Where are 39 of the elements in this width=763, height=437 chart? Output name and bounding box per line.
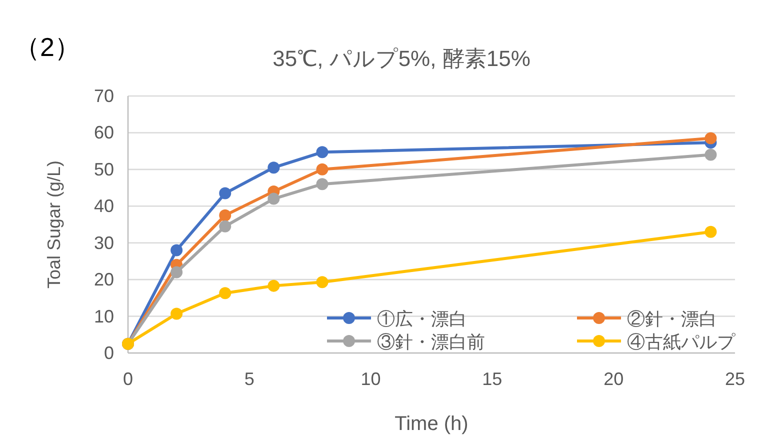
- legend-label: ③針・漂白前: [377, 332, 485, 352]
- point: [268, 280, 280, 292]
- y-tick-label: 20: [94, 270, 114, 290]
- point: [219, 209, 232, 222]
- point: [170, 244, 183, 256]
- y-tick-label: 40: [94, 196, 114, 216]
- point: [316, 146, 328, 158]
- y-axis-title: Toal Sugar (g/L): [44, 160, 64, 289]
- legend-label: ②針・漂白: [627, 309, 717, 329]
- x-tick-label: 0: [122, 369, 134, 389]
- x-axis-title: Time (h): [394, 413, 468, 435]
- legend-label: ①広・漂白: [377, 309, 467, 329]
- y-tick-label: 60: [94, 122, 114, 143]
- point: [170, 266, 183, 278]
- point: [704, 226, 717, 238]
- x-tick-label: 25: [724, 369, 746, 389]
- point: [316, 276, 328, 288]
- x-tick-label: 5: [244, 369, 254, 389]
- point: [316, 178, 328, 190]
- point: [219, 187, 232, 200]
- point: [268, 192, 280, 205]
- y-tick-label: 10: [94, 306, 114, 326]
- x-tick-label: 15: [482, 369, 502, 389]
- y-tick-label: 0: [104, 343, 114, 363]
- text: （2）: [14, 32, 80, 62]
- point: [170, 308, 183, 320]
- legend-label: ④古紙パルプ: [627, 332, 736, 352]
- point: [268, 162, 280, 174]
- x-tick-label: 10: [360, 369, 381, 389]
- point: [704, 148, 717, 161]
- y-tick-label: 30: [94, 232, 114, 253]
- y-tick-label: 50: [94, 159, 114, 180]
- chart-title: 35℃, パルプ5%, 酵素15%: [272, 46, 530, 71]
- point: [704, 132, 717, 144]
- point: [219, 220, 232, 232]
- point: [219, 287, 232, 300]
- y-tick-label: 70: [94, 86, 114, 106]
- point: [316, 163, 328, 176]
- x-tick-label: 20: [604, 369, 624, 389]
